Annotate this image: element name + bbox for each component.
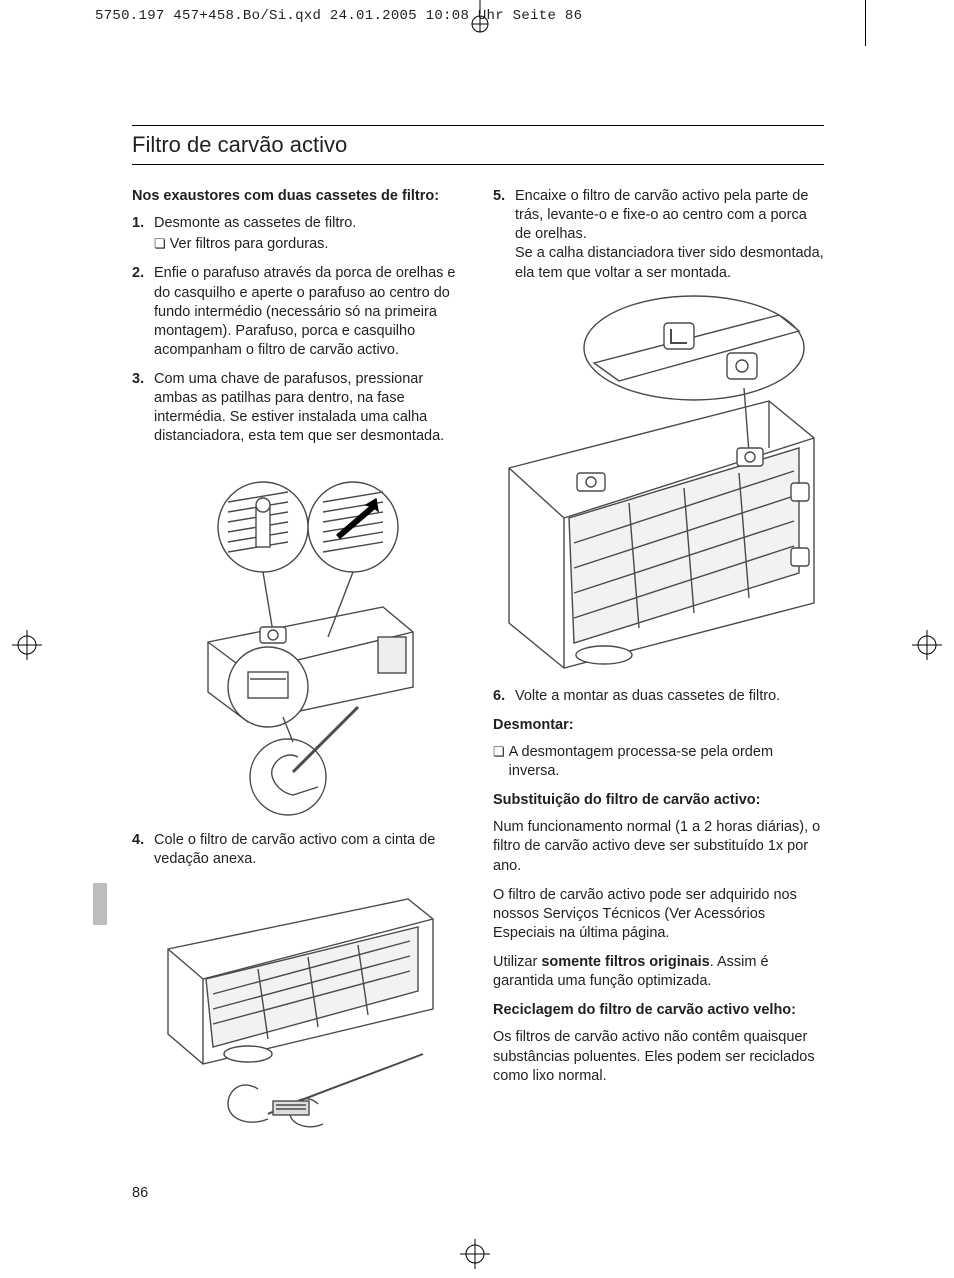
step-4: 4. Cole o filtro de carvão activo com a … [132,831,463,869]
desmontar-text: A desmontagem processa-se pela ordem inv… [509,743,824,781]
bullet-square-icon: ❏ [493,743,505,781]
subst-p3-b: somente filtros originais [541,954,709,970]
left-subheading: Nos exaustores com duas cassetes de filt… [132,187,463,206]
subst-p3: Utilizar somente filtros originais. Assi… [493,953,824,991]
subst-p2: O filtro de carvão activo pode ser adqui… [493,886,824,943]
step-number: 1. [132,214,144,233]
registration-mark-bottom-icon [460,1239,490,1274]
recicl-heading: Reciclagem do filtro de carvão activo ve… [493,1001,824,1020]
subst-p1: Num funcionamento normal (1 a 2 horas di… [493,818,824,875]
step-number: 2. [132,264,144,283]
step-text: Com uma chave de parafusos, pressionar a… [154,371,444,444]
illustration-seal [158,879,438,1139]
crop-header-text: 5750.197 457+458.Bo/Si.qxd 24.01.2005 10… [95,8,582,24]
step-number: 3. [132,370,144,389]
top-rule [132,125,824,126]
subst-p3-a: Utilizar [493,954,541,970]
step-1-sub: ❏ Ver filtros para gorduras. [154,235,463,254]
registration-mark-right-icon [912,630,942,665]
step-number: 4. [132,831,144,850]
subst-heading: Substituição do filtro de carvão activo: [493,791,824,810]
recicl-body: Os filtros de carvão activo não contêm q… [493,1028,824,1085]
step-2: 2. Enfie o parafuso através da porca de … [132,264,463,360]
two-column-layout: Nos exaustores com duas cassetes de filt… [132,187,824,1153]
left-column: Nos exaustores com duas cassetes de filt… [132,187,463,1153]
illustration-mount [499,293,819,673]
side-tab-marker [93,883,107,925]
step-text: Volte a montar as duas cassetes de filtr… [515,688,780,704]
step-text: Encaixe o filtro de carvão activo pela p… [515,188,824,281]
crop-corner-tr-icon [865,0,866,46]
step-3: 3. Com uma chave de parafusos, pressiona… [132,370,463,447]
desmontar-heading: Desmontar: [493,716,824,735]
step-number: 6. [493,687,505,706]
step-1: 1. Desmonte as cassetes de filtro. ❏ Ver… [132,214,463,254]
figure-b [132,879,463,1139]
sub-text: Ver filtros para gorduras. [170,235,329,254]
step-text: Desmonte as cassetes de filtro. [154,215,356,231]
right-column: 5. Encaixe o filtro de carvão activo pel… [493,187,824,1153]
bullet-square-icon: ❏ [154,235,166,254]
step-text: Enfie o parafuso através da porca de ore… [154,265,455,358]
steps-list-left-2: 4. Cole o filtro de carvão activo com a … [132,831,463,869]
illustration-disassembly [178,457,418,817]
page-content: Filtro de carvão activo Nos exaustores c… [132,125,824,1153]
step-6: 6. Volte a montar as duas cassetes de fi… [493,687,824,706]
section-title: Filtro de carvão activo [132,132,824,165]
step-text: Cole o filtro de carvão activo com a cin… [154,832,435,867]
figure-a [132,457,463,817]
steps-list-left: 1. Desmonte as cassetes de filtro. ❏ Ver… [132,214,463,446]
registration-mark-left-icon [12,630,42,665]
steps-list-right-2: 6. Volte a montar as duas cassetes de fi… [493,687,824,706]
steps-list-right: 5. Encaixe o filtro de carvão activo pel… [493,187,824,283]
step-number: 5. [493,187,505,206]
figure-c [493,293,824,673]
page-number: 86 [132,1185,148,1201]
crop-mark-top-icon [470,0,490,38]
step-5: 5. Encaixe o filtro de carvão activo pel… [493,187,824,283]
desmontar-bullet: ❏ A desmontagem processa-se pela ordem i… [493,743,824,781]
